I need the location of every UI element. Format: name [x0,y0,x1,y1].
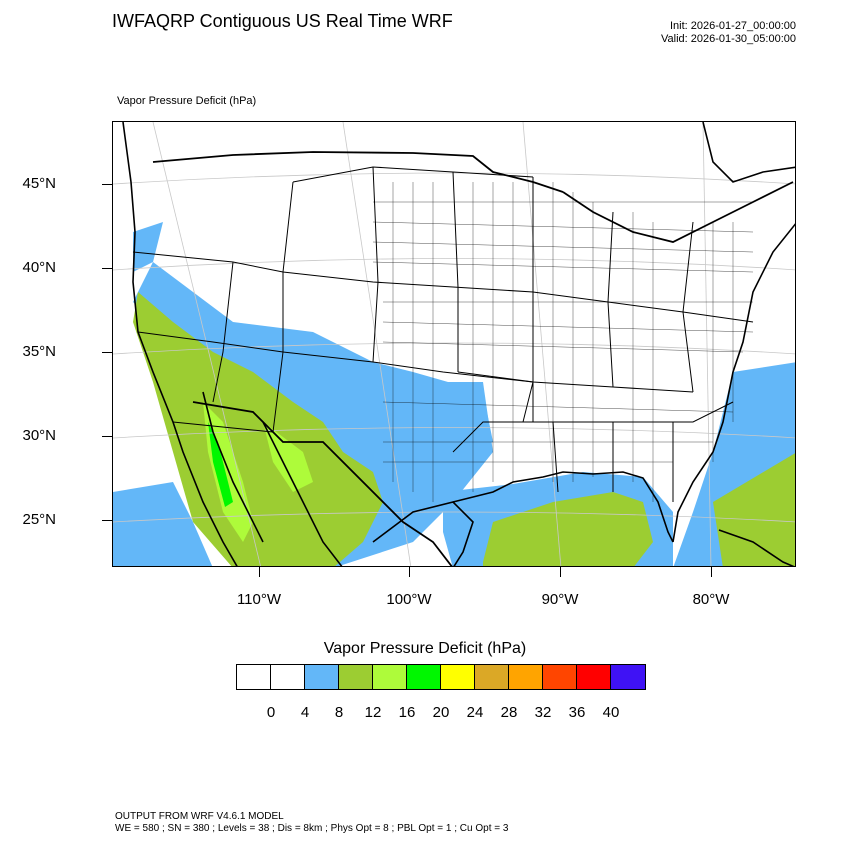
lat-label-30n: 30°N [22,427,56,444]
colorbar-bin-3 [339,665,373,689]
state-borders [132,166,754,502]
colorbar-bin-6 [441,665,475,689]
vpd-field-layer [113,222,795,566]
vpd-region-pnw [133,222,163,272]
coastlines [122,122,795,566]
colorbar-label-32: 32 [534,704,552,721]
colorbar-bin-9 [543,665,577,689]
colorbar-title: Vapor Pressure Deficit (hPa) [323,640,527,657]
init-time: Init: 2026-01-27_00:00:00 [670,20,796,32]
plot-title: IWFAQRP Contiguous US Real Time WRF [112,11,453,31]
lat-label-35n: 35°N [22,343,56,360]
footer-model-line: OUTPUT FROM WRF V4.6.1 MODEL [115,811,284,822]
colorbar-label-0: 0 [266,704,276,721]
colorbar-bin-0 [237,665,271,689]
lon-label-100w: 100°W [386,591,432,608]
colorbar-label-36: 36 [568,704,586,721]
lon-label-80w: 80°W [692,591,730,608]
county-borders [372,182,754,502]
lon-label-90w: 90°W [541,591,579,608]
lat-label-40n: 40°N [22,259,56,276]
vpd-region-sonora-lime [263,422,313,492]
lat-label-25n: 25°N [22,511,56,528]
colorbar-label-16: 16 [398,704,416,721]
colorbar-bin-5 [407,665,441,689]
lon-label-110w: 110°W [236,591,282,608]
colorbar-bin-7 [475,665,509,689]
colorbar-bin-2 [305,665,339,689]
colorbar-label-24: 24 [466,704,484,721]
colorbar-bin-8 [509,665,543,689]
field-label: Vapor Pressure Deficit (hPa) [117,95,257,107]
lat-label-45n: 45°N [22,175,56,192]
valid-time: Valid: 2026-01-30_05:00:00 [661,33,796,45]
vpd-region-gulf-green [483,492,653,566]
vpd-region-caribbean-green [713,453,795,566]
colorbar-bin-10 [577,665,611,689]
footer-config-line: WE = 580 ; SN = 380 ; Levels = 38 ; Dis … [115,823,509,834]
colorbar-label-20: 20 [432,704,450,721]
vpd-region-baja-bright [208,422,233,507]
colorbar-label-12: 12 [364,704,382,721]
colorbar-label-28: 28 [500,704,518,721]
colorbar-bin-4 [373,665,407,689]
colorbar-label-8: 8 [334,704,344,721]
colorbar-bin-1 [271,665,305,689]
vpd-region-pacific [113,482,213,566]
colorbar-label-40: 40 [602,704,620,721]
vpd-region-california-green [133,292,383,566]
vpd-map [112,121,796,567]
colorbar [236,664,646,690]
colorbar-label-4: 4 [300,704,310,721]
colorbar-bin-11 [611,665,645,689]
